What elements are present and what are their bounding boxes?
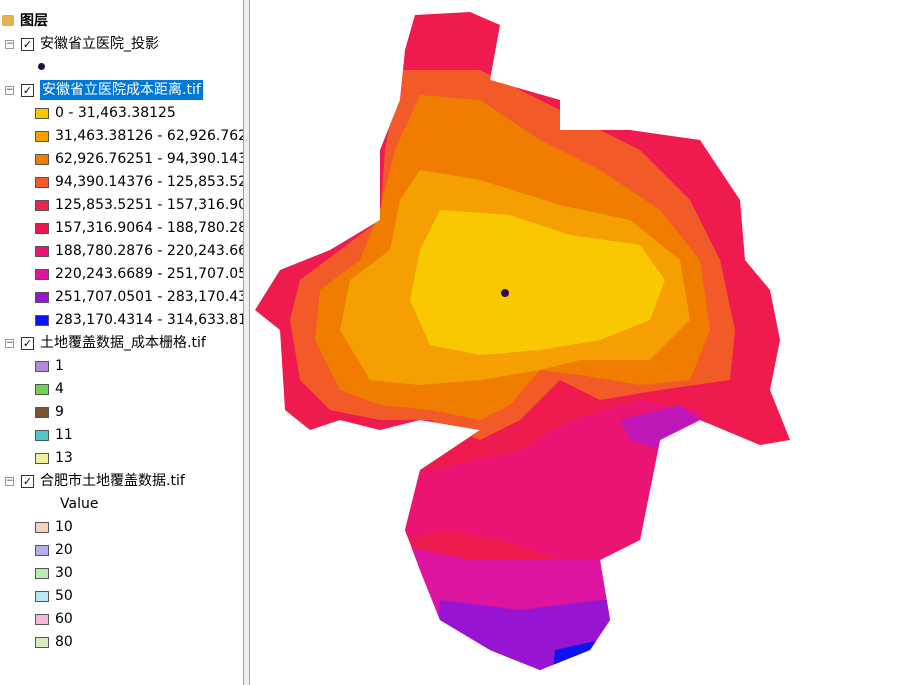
legend-swatch: [35, 246, 49, 257]
legend-label: 94,390.14376 - 125,853.52: [55, 174, 243, 190]
legend-label: 220,243.6689 - 251,707.05: [55, 266, 243, 282]
legend-label: 10: [55, 519, 73, 535]
legend-swatch: [35, 453, 49, 464]
legend-label: 80: [55, 634, 73, 650]
legend-swatch: [35, 384, 49, 395]
legend-swatch: [35, 614, 49, 625]
layer-checkbox[interactable]: ✓: [21, 475, 34, 488]
legend-label: 4: [55, 381, 64, 397]
legend-swatch: [35, 591, 49, 602]
legend-swatch: [35, 269, 49, 280]
legend-swatch: [35, 361, 49, 372]
legend-label: 125,853.5251 - 157,316.90: [55, 197, 243, 213]
legend-swatch: [35, 545, 49, 556]
legend-label: 62,926.76251 - 94,390.143: [55, 151, 243, 167]
legend-label: 11: [55, 427, 73, 443]
band: [430, 600, 650, 670]
layer-checkbox[interactable]: ✓: [21, 84, 34, 97]
legend-swatch: [35, 223, 49, 234]
collapse-button[interactable]: −: [5, 338, 14, 348]
collapse-button[interactable]: −: [5, 85, 14, 95]
legend-label: 20: [55, 542, 73, 558]
legend-label: 30: [55, 565, 73, 581]
collapse-button[interactable]: −: [5, 476, 14, 486]
legend-swatch: [35, 637, 49, 648]
legend-swatch: [35, 292, 49, 303]
layer-checkbox[interactable]: ✓: [21, 337, 34, 350]
legend-label: 251,707.0501 - 283,170.43: [55, 289, 243, 305]
legend-label: 0 - 31,463.38125: [55, 105, 176, 121]
table-of-contents: 图层 − ✓ 安徽省立医院_投影 − ✓ 安徽省立医院成本距离.tif 0 - 31,463.…: [0, 0, 243, 685]
cost-raster: [255, 12, 790, 670]
layer-name[interactable]: 合肥市土地覆盖数据.tif: [40, 473, 185, 489]
legend-label: 31,463.38126 - 62,926.762: [55, 128, 243, 144]
legend-swatch: [35, 131, 49, 142]
layer-name[interactable]: 土地覆盖数据_成本栅格.tif: [40, 335, 206, 351]
legend-swatch: [35, 407, 49, 418]
point-symbol: [38, 63, 45, 70]
legend-swatch: [35, 200, 49, 211]
legend-swatch: [35, 315, 49, 326]
legend-swatch: [35, 154, 49, 165]
band: [620, 405, 700, 450]
legend-label: 1: [55, 358, 64, 374]
legend-swatch: [35, 108, 49, 119]
band: [410, 210, 665, 355]
collapse-button[interactable]: −: [5, 39, 14, 49]
legend-label: 9: [55, 404, 64, 420]
legend-swatch: [35, 177, 49, 188]
legend-label: 13: [55, 450, 73, 466]
legend-label: 157,316.9064 - 188,780.28: [55, 220, 243, 236]
legend-swatch: [35, 522, 49, 533]
layer-name[interactable]: 安徽省立医院成本距离.tif: [40, 80, 203, 100]
legend-label: 50: [55, 588, 73, 604]
layers-icon: [2, 15, 14, 26]
legend-swatch: [35, 430, 49, 441]
legend-label: 188,780.2876 - 220,243.66: [55, 243, 243, 259]
field-name: Value: [60, 496, 99, 512]
legend-swatch: [35, 568, 49, 579]
layer-checkbox[interactable]: ✓: [21, 38, 34, 51]
splitter[interactable]: [243, 0, 250, 685]
legend-label: 283,170.4314 - 314,633.81: [55, 312, 243, 328]
hospital-point: [501, 289, 509, 297]
layer-name[interactable]: 安徽省立医院_投影: [40, 36, 159, 52]
legend-label: 60: [55, 611, 73, 627]
toc-title: 图层: [20, 13, 48, 29]
